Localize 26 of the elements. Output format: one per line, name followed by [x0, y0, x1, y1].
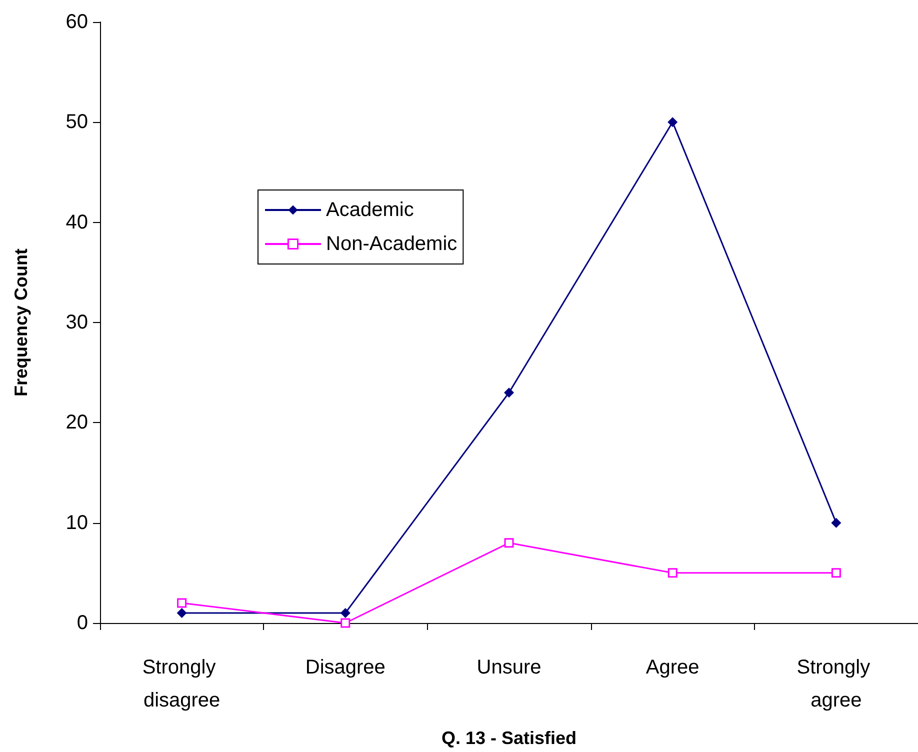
y-tick-label: 50 — [66, 111, 88, 134]
x-tick-label: Strongly agree — [796, 656, 876, 712]
point — [504, 388, 514, 398]
point — [504, 538, 514, 548]
point — [177, 598, 187, 608]
x-tick-label: Unsure — [476, 656, 542, 678]
y-tick-label: 30 — [66, 312, 88, 334]
point — [831, 518, 842, 528]
y-tick-label: 60 — [66, 11, 88, 33]
legend-label: Non-Academic — [326, 233, 458, 255]
x-tick-label: Strongly disagree — [142, 656, 222, 712]
point — [831, 568, 841, 578]
x-tick-label: Disagree — [305, 656, 386, 678]
y-tick-label: 40 — [66, 211, 88, 234]
y-tick-label: 0 — [76, 612, 88, 634]
point — [668, 568, 678, 578]
point — [668, 117, 678, 128]
legend-label: Academic — [326, 199, 414, 221]
point — [176, 608, 187, 618]
y-tick-label: 20 — [66, 412, 88, 434]
y-tick-label: 10 — [66, 512, 88, 534]
x-axis-title: Q. 13 - Satisfied — [441, 728, 577, 748]
point — [340, 608, 350, 618]
x-tick-label: Agree — [646, 656, 700, 678]
y-axis-title: Frequency Count — [11, 248, 31, 397]
point — [340, 618, 350, 628]
